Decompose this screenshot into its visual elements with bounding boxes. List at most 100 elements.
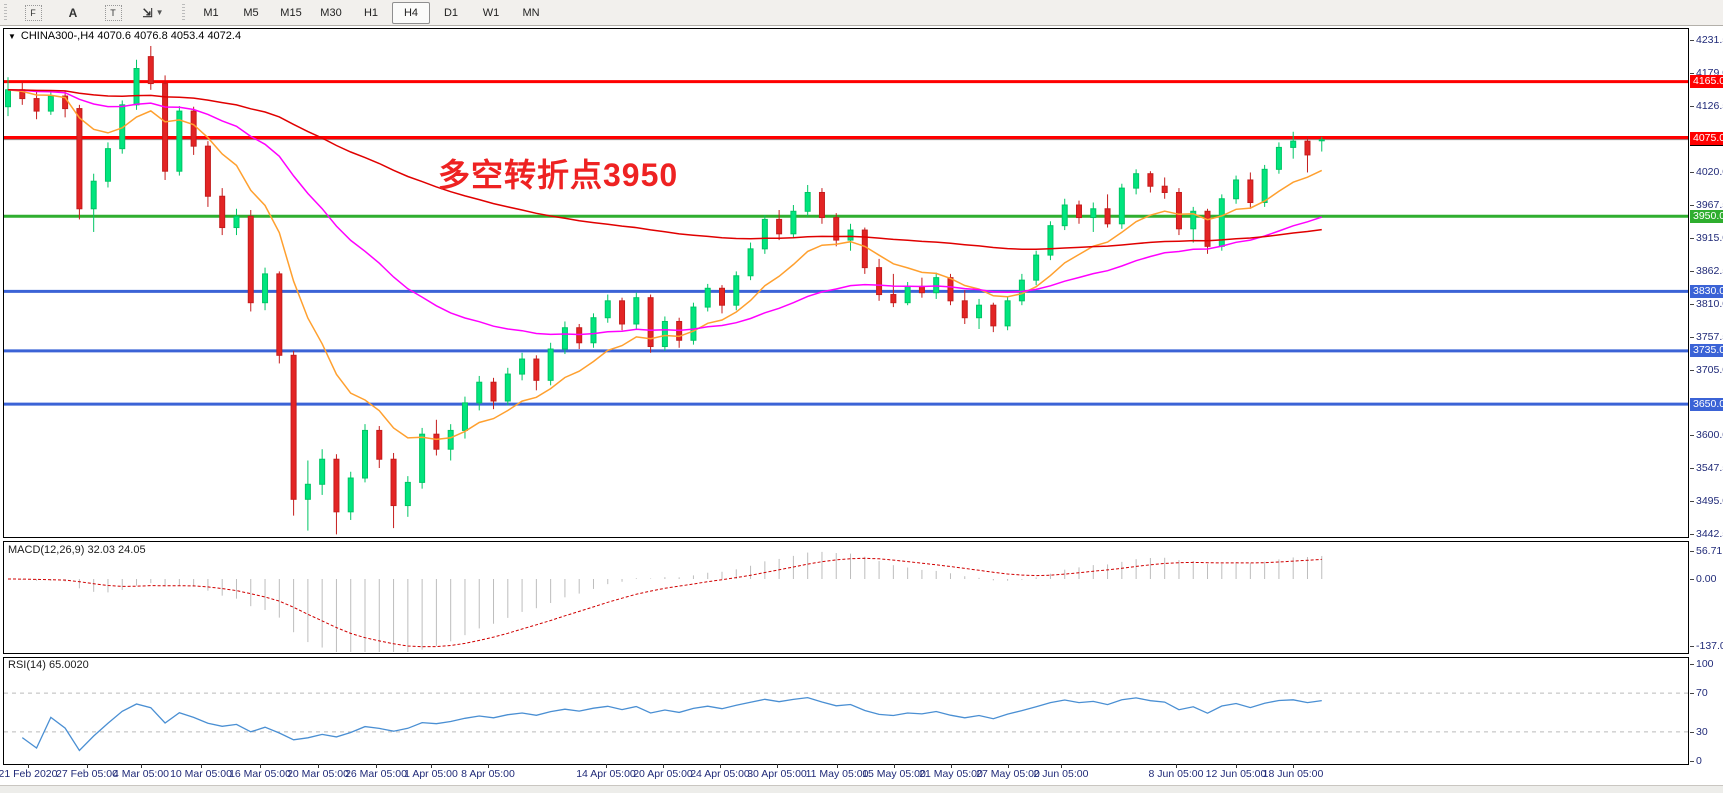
candle	[1090, 202, 1097, 232]
font-a-button[interactable]: A	[54, 2, 92, 24]
axis-tick-mark	[1690, 271, 1694, 273]
candle	[890, 273, 897, 308]
time-axis[interactable]: 21 Feb 2020 27 Feb 05:00 4 Mar 05:00 10 Mar…	[0, 764, 1690, 785]
candle	[1133, 169, 1140, 195]
axis-tick-mark	[1690, 40, 1694, 42]
candle	[690, 302, 697, 345]
price-axis[interactable]: 4231.54179.04126.54020.03967.53915.03862…	[1690, 26, 1723, 793]
time-tick-label: 20 Apr 05:00	[633, 768, 693, 780]
candle	[547, 342, 554, 386]
candle	[162, 75, 169, 180]
rsi-panel-canvas[interactable]	[3, 657, 1689, 765]
price-tick-label: 0	[1696, 755, 1702, 767]
price-level-badge: 3735.0	[1690, 344, 1723, 358]
time-tick-mark	[606, 764, 607, 768]
chart-menu-caret-icon[interactable]: ▼	[8, 32, 16, 41]
rsi-line	[21, 696, 1322, 752]
ma-fast-line	[7, 89, 1323, 441]
dropdown-caret-icon[interactable]: ▼	[155, 8, 164, 17]
price-tick-label: 3705.0	[1696, 363, 1723, 376]
ma-mid-line	[7, 89, 1322, 336]
text-label-icon: T	[104, 4, 122, 21]
candle	[1247, 172, 1254, 209]
axis-tick-mark	[1690, 72, 1694, 74]
time-tick-label: 8 Jun 05:00	[1148, 768, 1204, 780]
timeframe-button-d1[interactable]: D1	[443, 6, 459, 19]
candle	[561, 321, 568, 355]
bottom-scroll-strip[interactable]	[0, 785, 1723, 793]
timeframe-button-m15[interactable]: M15	[280, 6, 302, 19]
price-level-badge: 3950.0	[1690, 209, 1723, 223]
chart-window[interactable]: ▼ CHINA300-,H4 4070.6 4076.8 4053.4 4072.…	[0, 26, 1723, 793]
toolbar-grip[interactable]	[3, 3, 10, 22]
candle	[833, 213, 840, 247]
chart-annotation-text: 多空转折点3950	[438, 157, 679, 193]
candle	[747, 242, 754, 281]
candle	[304, 460, 311, 531]
timeframe-button-m5[interactable]: M5	[243, 6, 259, 19]
time-tick-mark	[777, 764, 778, 768]
price-tick-label: 100	[1696, 658, 1714, 670]
candle	[90, 173, 97, 232]
candle	[1218, 194, 1225, 251]
time-tick-mark	[1236, 764, 1237, 768]
candle	[619, 297, 626, 331]
candle	[1275, 142, 1282, 174]
symbol-ohlc-label: ▼ CHINA300-,H4 4070.6 4076.8 4053.4 4072.…	[8, 30, 241, 42]
candle	[1161, 177, 1168, 199]
timeframe-button-m30[interactable]: M30	[320, 6, 342, 19]
timeframe-button-mn[interactable]: MN	[522, 6, 540, 19]
main-chart-canvas[interactable]	[3, 28, 1689, 538]
price-tick-label: 4126.5	[1696, 99, 1723, 112]
price-tick-label: 30	[1696, 725, 1708, 738]
candle	[1261, 164, 1268, 207]
candle	[976, 298, 983, 329]
timeframe-button-h4[interactable]: H4	[392, 1, 430, 24]
ma-slow-line	[7, 89, 1322, 251]
rsi-indicator-label: RSI(14) 65.0020	[8, 659, 89, 671]
time-tick-label: 26 Mar 05:00	[345, 768, 407, 780]
time-tick-label: 10 Mar 05:00	[170, 768, 232, 780]
axis-tick-mark	[1690, 435, 1694, 437]
candle	[576, 323, 583, 350]
candle	[633, 292, 640, 329]
time-tick-mark	[488, 764, 489, 768]
candle	[276, 271, 283, 364]
time-tick-label: 27 Feb 05:00	[56, 768, 118, 780]
time-tick-label: 8 Apr 05:00	[461, 768, 515, 780]
timeframe-button-w1[interactable]: W1	[482, 6, 500, 19]
candle	[347, 471, 354, 520]
candle	[76, 104, 83, 220]
candle	[647, 294, 654, 353]
timeframe-toolbar: M1 M5 M15 M30 H1 H4 D1 W1 MN	[191, 1, 551, 24]
price-tick-label: 3967.5	[1696, 199, 1723, 212]
grid-f-button[interactable]: F	[14, 2, 52, 24]
candle	[519, 352, 526, 381]
time-tick-mark	[663, 764, 664, 768]
candle	[1290, 131, 1297, 159]
candle	[404, 476, 411, 517]
candle	[961, 290, 968, 324]
candle	[290, 350, 297, 516]
candle	[661, 316, 668, 351]
candle	[233, 208, 240, 236]
timeframe-button-h1[interactable]: H1	[363, 6, 379, 19]
time-tick-mark	[260, 764, 261, 768]
axis-tick-mark	[1690, 693, 1694, 695]
axis-tick-mark	[1690, 501, 1694, 503]
text-label-button[interactable]: T	[94, 2, 132, 24]
price-tick-label: 3862.5	[1696, 265, 1723, 278]
time-tick-mark	[201, 764, 202, 768]
price-tick-label: 4020.0	[1696, 166, 1723, 179]
macd-panel-canvas[interactable]	[3, 541, 1689, 654]
timeframe-toolbar-grip[interactable]	[181, 3, 188, 22]
arrow-objects-button[interactable]: ⇲ ▼	[134, 2, 172, 24]
price-tick-label: -137.01	[1696, 640, 1723, 653]
candle	[476, 375, 483, 411]
timeframe-button-m1[interactable]: M1	[203, 6, 219, 19]
candle	[176, 106, 183, 176]
time-tick-mark	[1061, 764, 1062, 768]
candle	[262, 267, 269, 311]
candle	[390, 452, 397, 529]
time-tick-label: 4 Mar 05:00	[112, 768, 170, 780]
